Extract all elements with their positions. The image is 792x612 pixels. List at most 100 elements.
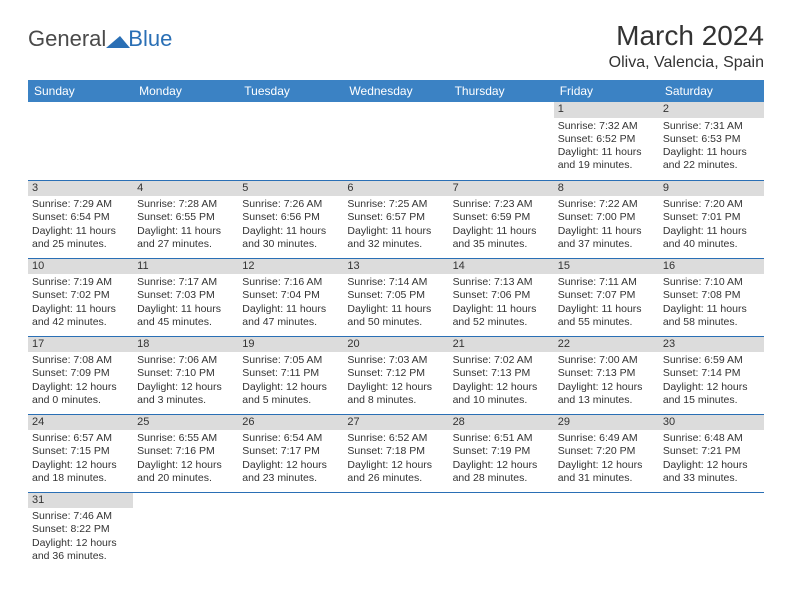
day-detail-line: Sunset: 7:21 PM	[663, 445, 760, 458]
day-detail-line: and 37 minutes.	[558, 238, 655, 251]
calendar-cell	[343, 492, 448, 570]
day-detail-line: Sunset: 7:15 PM	[32, 445, 129, 458]
day-number: 30	[659, 415, 764, 431]
day-detail-line: Sunrise: 7:23 AM	[453, 198, 550, 211]
day-detail-line: Sunrise: 7:13 AM	[453, 276, 550, 289]
page: General Blue March 2024 Oliva, Valencia,…	[0, 0, 792, 590]
day-detail-line: and 5 minutes.	[242, 394, 339, 407]
calendar-cell: 24Sunrise: 6:57 AMSunset: 7:15 PMDayligh…	[28, 414, 133, 492]
day-detail-line: Sunrise: 7:20 AM	[663, 198, 760, 211]
calendar-cell: 9Sunrise: 7:20 AMSunset: 7:01 PMDaylight…	[659, 180, 764, 258]
day-details: Sunrise: 7:46 AMSunset: 8:22 PMDaylight:…	[32, 510, 129, 563]
day-number: 27	[343, 415, 448, 431]
day-details: Sunrise: 7:19 AMSunset: 7:02 PMDaylight:…	[32, 276, 129, 329]
day-detail-line: Sunrise: 7:08 AM	[32, 354, 129, 367]
day-detail-line: and 13 minutes.	[558, 394, 655, 407]
day-detail-line: Sunset: 6:57 PM	[347, 211, 444, 224]
day-detail-line: and 27 minutes.	[137, 238, 234, 251]
day-detail-line: Sunset: 7:09 PM	[32, 367, 129, 380]
day-detail-line: Sunrise: 6:54 AM	[242, 432, 339, 445]
calendar-cell: 30Sunrise: 6:48 AMSunset: 7:21 PMDayligh…	[659, 414, 764, 492]
day-detail-line: and 42 minutes.	[32, 316, 129, 329]
day-detail-line: Daylight: 11 hours	[347, 303, 444, 316]
day-detail-line: Sunrise: 6:52 AM	[347, 432, 444, 445]
calendar-cell: 13Sunrise: 7:14 AMSunset: 7:05 PMDayligh…	[343, 258, 448, 336]
day-details: Sunrise: 6:54 AMSunset: 7:17 PMDaylight:…	[242, 432, 339, 485]
day-detail-line: Sunrise: 7:19 AM	[32, 276, 129, 289]
day-number: 10	[28, 259, 133, 275]
day-detail-line: Sunset: 7:03 PM	[137, 289, 234, 302]
day-detail-line: Sunrise: 6:55 AM	[137, 432, 234, 445]
day-detail-line: Sunset: 7:01 PM	[663, 211, 760, 224]
day-detail-line: and 36 minutes.	[32, 550, 129, 563]
day-detail-line: Sunrise: 7:28 AM	[137, 198, 234, 211]
day-detail-line: Daylight: 12 hours	[347, 381, 444, 394]
day-detail-line: Daylight: 11 hours	[242, 225, 339, 238]
day-detail-line: Sunrise: 6:59 AM	[663, 354, 760, 367]
day-number: 23	[659, 337, 764, 353]
day-detail-line: and 26 minutes.	[347, 472, 444, 485]
day-number: 13	[343, 259, 448, 275]
day-detail-line: Daylight: 11 hours	[137, 225, 234, 238]
day-detail-line: Daylight: 12 hours	[137, 381, 234, 394]
day-detail-line: and 10 minutes.	[453, 394, 550, 407]
calendar-cell	[133, 492, 238, 570]
logo: General Blue	[28, 26, 172, 52]
day-number: 19	[238, 337, 343, 353]
day-details: Sunrise: 7:23 AMSunset: 6:59 PMDaylight:…	[453, 198, 550, 251]
calendar-cell: 20Sunrise: 7:03 AMSunset: 7:12 PMDayligh…	[343, 336, 448, 414]
day-detail-line: Daylight: 12 hours	[242, 459, 339, 472]
day-details: Sunrise: 7:16 AMSunset: 7:04 PMDaylight:…	[242, 276, 339, 329]
day-details: Sunrise: 6:59 AMSunset: 7:14 PMDaylight:…	[663, 354, 760, 407]
month-title: March 2024	[609, 20, 764, 52]
day-detail-line: Daylight: 11 hours	[663, 303, 760, 316]
day-detail-line: and 25 minutes.	[32, 238, 129, 251]
calendar-cell: 4Sunrise: 7:28 AMSunset: 6:55 PMDaylight…	[133, 180, 238, 258]
day-number: 1	[554, 102, 659, 118]
calendar-body: 1Sunrise: 7:32 AMSunset: 6:52 PMDaylight…	[28, 102, 764, 570]
calendar-cell: 15Sunrise: 7:11 AMSunset: 7:07 PMDayligh…	[554, 258, 659, 336]
calendar-cell: 27Sunrise: 6:52 AMSunset: 7:18 PMDayligh…	[343, 414, 448, 492]
day-details: Sunrise: 6:57 AMSunset: 7:15 PMDaylight:…	[32, 432, 129, 485]
calendar-cell: 22Sunrise: 7:00 AMSunset: 7:13 PMDayligh…	[554, 336, 659, 414]
day-number: 26	[238, 415, 343, 431]
day-detail-line: and 0 minutes.	[32, 394, 129, 407]
day-details: Sunrise: 7:25 AMSunset: 6:57 PMDaylight:…	[347, 198, 444, 251]
day-detail-line: Sunset: 7:13 PM	[558, 367, 655, 380]
day-details: Sunrise: 7:20 AMSunset: 7:01 PMDaylight:…	[663, 198, 760, 251]
day-number: 11	[133, 259, 238, 275]
calendar-cell: 18Sunrise: 7:06 AMSunset: 7:10 PMDayligh…	[133, 336, 238, 414]
day-details: Sunrise: 7:29 AMSunset: 6:54 PMDaylight:…	[32, 198, 129, 251]
day-detail-line: and 55 minutes.	[558, 316, 655, 329]
day-details: Sunrise: 6:55 AMSunset: 7:16 PMDaylight:…	[137, 432, 234, 485]
day-detail-line: Sunrise: 7:00 AM	[558, 354, 655, 367]
day-detail-line: Daylight: 12 hours	[558, 459, 655, 472]
calendar-cell	[133, 102, 238, 180]
day-detail-line: Daylight: 12 hours	[453, 459, 550, 472]
day-number: 24	[28, 415, 133, 431]
day-details: Sunrise: 7:00 AMSunset: 7:13 PMDaylight:…	[558, 354, 655, 407]
calendar-week-row: 24Sunrise: 6:57 AMSunset: 7:15 PMDayligh…	[28, 414, 764, 492]
day-detail-line: Sunset: 7:13 PM	[453, 367, 550, 380]
calendar-cell: 1Sunrise: 7:32 AMSunset: 6:52 PMDaylight…	[554, 102, 659, 180]
calendar-cell: 16Sunrise: 7:10 AMSunset: 7:08 PMDayligh…	[659, 258, 764, 336]
day-detail-line: Daylight: 11 hours	[558, 146, 655, 159]
weekday-header: Thursday	[449, 80, 554, 102]
day-detail-line: Daylight: 11 hours	[453, 303, 550, 316]
day-details: Sunrise: 7:10 AMSunset: 7:08 PMDaylight:…	[663, 276, 760, 329]
day-detail-line: Daylight: 12 hours	[663, 381, 760, 394]
day-detail-line: and 33 minutes.	[663, 472, 760, 485]
day-detail-line: Sunrise: 7:31 AM	[663, 120, 760, 133]
calendar-cell	[238, 492, 343, 570]
day-detail-line: Sunrise: 7:22 AM	[558, 198, 655, 211]
calendar-cell: 2Sunrise: 7:31 AMSunset: 6:53 PMDaylight…	[659, 102, 764, 180]
calendar-cell: 31Sunrise: 7:46 AMSunset: 8:22 PMDayligh…	[28, 492, 133, 570]
day-details: Sunrise: 7:08 AMSunset: 7:09 PMDaylight:…	[32, 354, 129, 407]
day-detail-line: and 18 minutes.	[32, 472, 129, 485]
day-detail-line: Daylight: 11 hours	[663, 225, 760, 238]
calendar-cell: 23Sunrise: 6:59 AMSunset: 7:14 PMDayligh…	[659, 336, 764, 414]
calendar-cell	[343, 102, 448, 180]
day-detail-line: Sunrise: 7:02 AM	[453, 354, 550, 367]
day-detail-line: and 22 minutes.	[663, 159, 760, 172]
day-detail-line: Sunset: 7:06 PM	[453, 289, 550, 302]
